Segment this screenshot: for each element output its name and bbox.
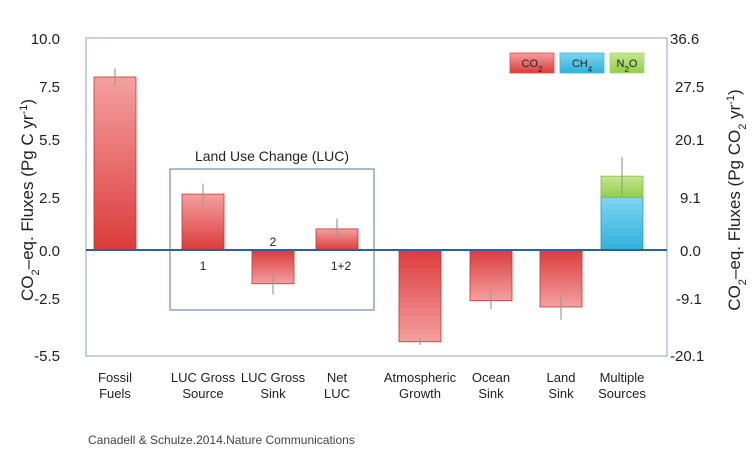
category-label: Fuels <box>99 386 131 401</box>
legend-label: CH4 <box>572 58 593 74</box>
category-label: Fossil <box>98 370 132 385</box>
category-label: Net <box>327 370 348 385</box>
category-label: Source <box>182 386 223 401</box>
annotation-1: 1 <box>200 259 207 273</box>
y-left-tick: -2.5 <box>34 291 60 308</box>
y-right-tick: 27.5 <box>675 79 704 96</box>
category-label: Multiple <box>600 370 645 385</box>
legend-swatch <box>559 52 605 74</box>
y-right-axis-label: CO2–eq. Fluxes (Pg CO2 yr-1) <box>725 89 749 310</box>
category-label: Growth <box>399 386 441 401</box>
bar-co2 <box>398 249 442 343</box>
y-right-tick: 0.0 <box>680 243 701 260</box>
luc-box <box>169 168 375 311</box>
legend-label: CO2 <box>522 58 544 74</box>
category-label: Sink <box>548 386 574 401</box>
category-label: LUC Gross <box>241 370 306 385</box>
category-label: Sink <box>260 386 286 401</box>
bars <box>93 68 644 345</box>
y-left-tick: 10.0 <box>31 31 60 48</box>
category-label: Land <box>547 370 576 385</box>
legend-swatch <box>509 52 555 74</box>
annotation-1-plus-2: 1+2 <box>331 259 352 273</box>
category-label: Ocean <box>472 370 510 385</box>
luc-box-label: Land Use Change (LUC) <box>195 148 349 164</box>
y-left-tick: 5.5 <box>39 132 60 149</box>
legend-label: N2O <box>617 58 638 74</box>
y-left-tick: -5.5 <box>34 348 60 365</box>
legend-swatch <box>609 52 645 74</box>
plot-frame <box>85 37 668 357</box>
bar-co2 <box>93 76 137 251</box>
y-right-tick: -9.1 <box>676 291 702 308</box>
category-label: LUC <box>324 386 350 401</box>
y-right-tick: 20.1 <box>675 132 704 149</box>
y-left-tick: 2.5 <box>39 190 60 207</box>
y-right-tick: 9.1 <box>680 190 701 207</box>
legend: CO2 CH4 N2O <box>509 52 645 74</box>
category-label: LUC Gross <box>171 370 236 385</box>
category-label: Sources <box>598 386 646 401</box>
source-note: Canadell & Schulze.2014.Nature Communica… <box>88 433 355 447</box>
annotation-2: 2 <box>270 235 277 249</box>
y-left-tick: 0.0 <box>39 243 60 260</box>
y-right-tick: 36.6 <box>670 31 699 48</box>
bar-ch4 <box>600 196 644 251</box>
category-label: Sink <box>478 386 504 401</box>
y-left-tick: 7.5 <box>39 79 60 96</box>
category-label: Atmospheric <box>384 370 457 385</box>
y-right-tick: -20.1 <box>670 348 704 365</box>
